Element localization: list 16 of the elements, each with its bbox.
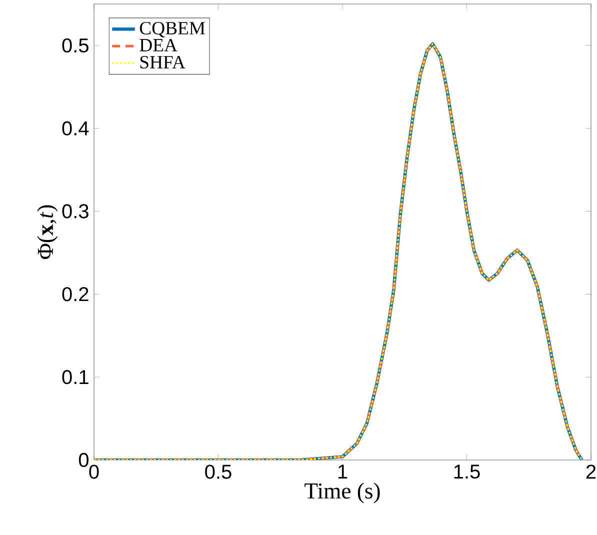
- x-tick-label: 0: [89, 464, 99, 479]
- x-tick-label: 0.5: [205, 464, 232, 479]
- y-axis-title: Φ(x,t): [37, 205, 58, 260]
- y-tick-label: 0.2: [62, 287, 88, 302]
- x-tick-label: 1.5: [454, 464, 480, 479]
- y-tick-label: 0.5: [62, 38, 88, 53]
- legend-label: SHFA: [140, 56, 186, 69]
- x-tick-label: 1: [338, 464, 348, 478]
- y-tick-label: 0.1: [62, 370, 88, 384]
- legend-label: CQBEM: [140, 22, 205, 38]
- x-tick-label: 2: [586, 464, 596, 479]
- y-tick-label: 0.3: [62, 204, 88, 218]
- y-tick-label: 0: [78, 452, 88, 468]
- legend-label: DEA: [140, 38, 178, 52]
- y-tick-label: 0.4: [62, 121, 89, 136]
- x-axis-title: Time (s): [304, 482, 380, 504]
